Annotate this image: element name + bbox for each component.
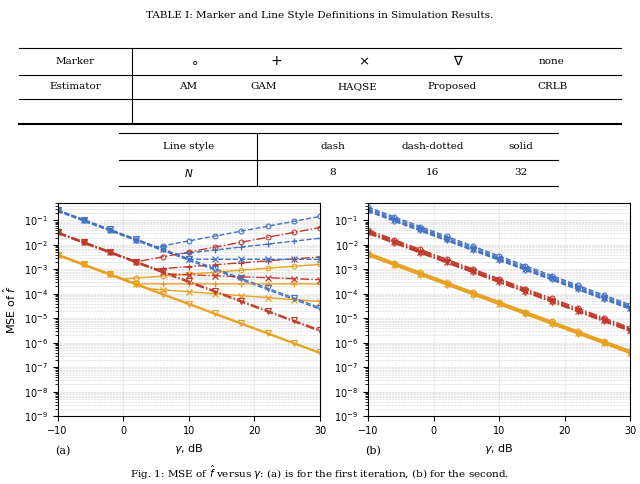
Text: $\nabla$: $\nabla$ [452, 55, 463, 68]
Text: Marker: Marker [56, 57, 95, 66]
X-axis label: $\gamma$, dB: $\gamma$, dB [484, 441, 514, 455]
Text: solid: solid [508, 142, 533, 151]
Text: none: none [539, 57, 565, 66]
Text: dash: dash [320, 142, 345, 151]
X-axis label: $\gamma$, dB: $\gamma$, dB [174, 441, 204, 455]
Text: GAM: GAM [250, 82, 277, 91]
Text: $N$: $N$ [184, 167, 193, 179]
Text: CRLB: CRLB [537, 82, 567, 91]
Text: (b): (b) [365, 446, 381, 456]
Text: HAQSE: HAQSE [338, 82, 378, 91]
Y-axis label: MSE of $\hat{f}$: MSE of $\hat{f}$ [2, 286, 18, 334]
Text: $\circ$: $\circ$ [191, 55, 198, 68]
Text: Fig. 1: MSE of $\hat{f}$ versus $\gamma$: (a) is for the first iteration, (b) fo: Fig. 1: MSE of $\hat{f}$ versus $\gamma$… [131, 463, 509, 482]
Text: Estimator: Estimator [49, 82, 101, 91]
Text: 32: 32 [514, 168, 527, 177]
Text: 8: 8 [329, 168, 336, 177]
Text: Line style: Line style [163, 142, 214, 151]
Text: 16: 16 [426, 168, 440, 177]
Text: TABLE I: Marker and Line Style Definitions in Simulation Results.: TABLE I: Marker and Line Style Definitio… [147, 11, 493, 19]
Text: Proposed: Proposed [427, 82, 476, 91]
Text: dash-dotted: dash-dotted [402, 142, 464, 151]
Text: $\times$: $\times$ [358, 55, 369, 68]
Text: (a): (a) [55, 446, 70, 456]
Text: AM: AM [179, 82, 197, 91]
Text: $+$: $+$ [270, 55, 282, 68]
